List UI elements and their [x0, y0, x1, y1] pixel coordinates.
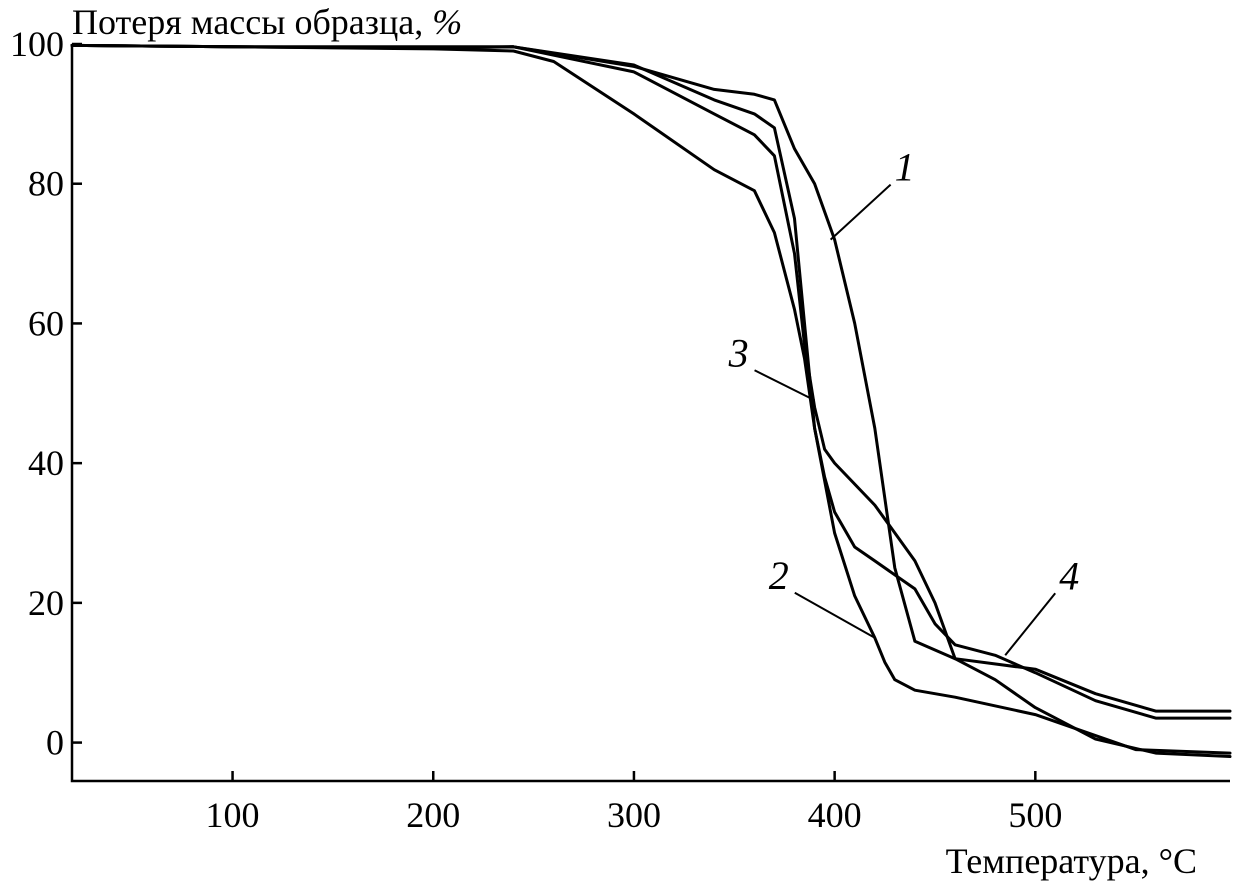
annotation-leader-3 — [754, 369, 816, 402]
y-tick-label: 60 — [28, 303, 64, 343]
axes — [70, 44, 1230, 783]
series-line-1 — [70, 43, 1232, 713]
x-tick-label: 200 — [406, 795, 460, 835]
curve-label-3: 3 — [728, 330, 749, 375]
y-tick-label: 80 — [28, 164, 64, 204]
x-axis-ticks: 100 200 300 400 500 — [206, 771, 1062, 835]
series-line-3 — [70, 43, 1232, 758]
x-tick-label: 400 — [808, 795, 862, 835]
axis-frame — [70, 44, 1230, 783]
curve-label-2: 2 — [769, 553, 789, 598]
series-group — [70, 43, 1232, 758]
y-axis-title-unit: % — [432, 2, 462, 42]
y-tick-label: 40 — [28, 443, 64, 483]
x-axis-title: Температура, °C — [946, 841, 1197, 881]
curve-annotations: 1 2 3 4 — [728, 145, 1079, 656]
curve-label-1: 1 — [895, 145, 915, 190]
y-tick-label: 20 — [28, 583, 64, 623]
y-axis-ticks: 0 20 40 60 80 100 — [10, 24, 82, 763]
y-axis-title-text: Потеря массы образца, — [72, 2, 423, 42]
curve-label-4: 4 — [1059, 553, 1079, 598]
x-tick-label: 500 — [1008, 795, 1062, 835]
y-tick-label: 0 — [46, 723, 64, 763]
x-tick-label: 100 — [206, 795, 260, 835]
annotation-leader-4 — [1004, 592, 1057, 656]
series-line-2 — [70, 43, 1232, 755]
annotation-leader-1 — [829, 183, 892, 241]
series-line-4 — [70, 43, 1232, 720]
annotation-leader-2 — [794, 591, 876, 639]
y-axis-title: Потеря массы образца, % — [72, 2, 462, 42]
x-tick-label: 300 — [607, 795, 661, 835]
y-tick-label: 100 — [10, 24, 64, 64]
